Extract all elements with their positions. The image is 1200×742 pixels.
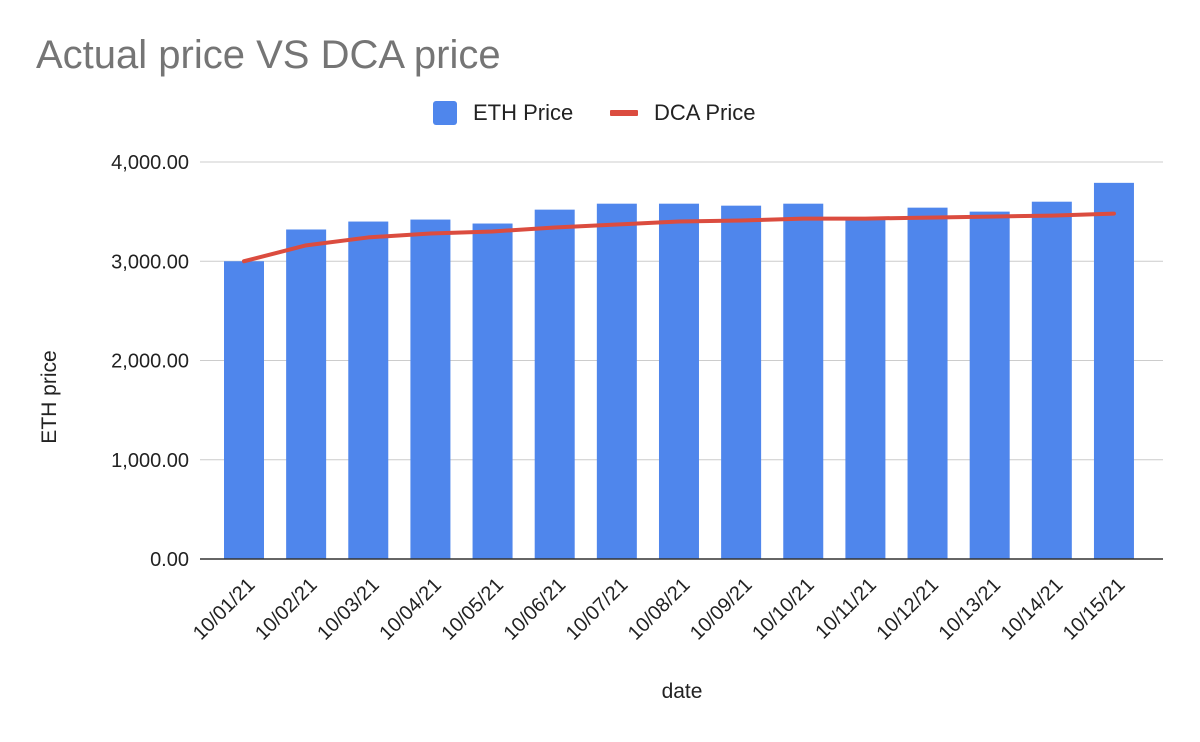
x-tick-label: 10/06/21 [500,574,571,645]
legend-item-dca-price[interactable]: DCA Price [610,100,755,125]
x-tick-label: 10/08/21 [624,574,695,645]
bar[interactable] [907,207,948,559]
y-axis-ticks: 0.00 1,000.00 2,000.00 3,000.00 4,000.00 [111,152,189,571]
bar[interactable] [534,209,575,559]
legend-swatch-eth-price [433,101,457,125]
x-tick-label: 10/09/21 [686,574,757,645]
bar[interactable] [658,203,699,559]
legend-label-eth-price: ETH Price [473,100,573,125]
dca-price-line[interactable] [242,211,1116,264]
x-tick-label: 10/05/21 [437,574,508,645]
y-tick-label: 4,000.00 [111,152,189,174]
y-tick-label: 3,000.00 [111,251,189,273]
x-tick-label: 10/04/21 [375,574,446,645]
x-axis-ticks: 10/01/2110/02/2110/03/2110/04/2110/05/21… [189,574,1130,645]
x-tick-label: 10/10/21 [748,574,819,645]
legend: ETH Price DCA Price [433,100,755,125]
bar-series-eth-price [224,182,1134,560]
chart-title: Actual price VS DCA price [36,33,501,77]
legend-label-dca-price: DCA Price [654,100,755,125]
legend-item-eth-price[interactable]: ETH Price [433,100,573,125]
bar[interactable] [845,219,886,559]
x-tick-label: 10/11/21 [811,574,881,644]
bar[interactable] [1093,182,1134,559]
y-tick-label: 2,000.00 [111,351,189,373]
x-tick-label: 10/14/21 [997,574,1068,645]
bar[interactable] [969,211,1010,559]
x-tick-label: 10/13/21 [935,574,1006,645]
line-series-dca-price [242,211,1116,264]
bar[interactable] [286,229,327,560]
bar[interactable] [410,219,451,559]
bar[interactable] [348,221,389,560]
bar[interactable] [224,261,264,559]
x-tick-label: 10/07/21 [562,574,633,645]
x-tick-label: 10/15/21 [1059,574,1130,645]
bar[interactable] [596,203,637,559]
bar[interactable] [472,223,513,559]
bar[interactable] [783,203,824,559]
bar[interactable] [721,205,762,560]
legend-swatch-dca-price [610,110,638,116]
x-tick-label: 10/01/21 [189,574,260,645]
x-axis-title: date [662,680,703,703]
x-tick-label: 10/12/21 [872,574,943,645]
y-tick-label: 1,000.00 [111,450,189,472]
x-tick-label: 10/02/21 [251,574,322,645]
y-tick-label: 0.00 [150,549,189,571]
y-axis-title: ETH price [38,350,61,443]
bar[interactable] [1031,201,1072,559]
x-tick-label: 10/03/21 [313,574,384,645]
